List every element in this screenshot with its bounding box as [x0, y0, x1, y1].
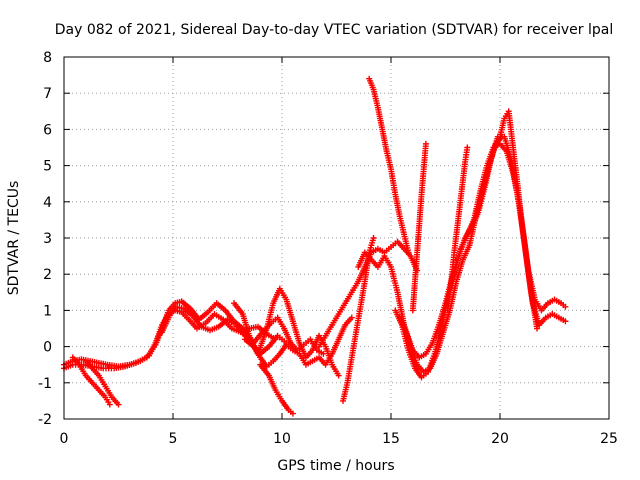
y-tick-label: 2	[43, 267, 52, 283]
y-tick-label: -1	[38, 376, 52, 392]
series-arc-16	[69, 354, 113, 408]
x-tick-label: 25	[600, 431, 618, 447]
series-arc-17	[82, 358, 122, 408]
x-tick-label: 5	[169, 431, 178, 447]
x-tick-label: 10	[273, 431, 291, 447]
y-tick-label: 4	[43, 195, 52, 211]
y-tick-label: 6	[43, 122, 52, 138]
y-tick-label: -2	[38, 412, 52, 428]
y-tick-label: 5	[43, 159, 52, 175]
series-arc-3	[159, 303, 327, 357]
x-tick-labels: 0 5 10 15 20 25	[60, 431, 618, 447]
data-point	[348, 314, 355, 321]
x-axis-label: GPS time / hours	[277, 458, 394, 474]
data-point	[405, 249, 412, 256]
x-tick-label: 15	[382, 431, 400, 447]
y-tick-label: 7	[43, 86, 52, 102]
data-point	[562, 303, 569, 310]
series-arc-14	[444, 144, 471, 314]
y-axis-label: SDTVAR / TECUs	[6, 181, 22, 296]
y-tick-labels: -2 -1 0 1 2 3 4 5 6 7 8	[38, 50, 52, 428]
axis-ticks	[63, 56, 610, 420]
x-tick-label: 20	[491, 431, 509, 447]
y-tick-label: 0	[43, 340, 52, 356]
chart-title: Day 082 of 2021, Sidereal Day-to-day VTE…	[55, 22, 613, 38]
data-point	[464, 144, 471, 151]
data-point	[562, 318, 569, 325]
series-arc-15	[497, 108, 569, 314]
data-point	[370, 235, 377, 241]
data-point	[289, 410, 296, 417]
series-arc-10	[366, 75, 412, 256]
series-arc-13	[409, 140, 429, 314]
data-point	[422, 140, 429, 147]
data-points	[61, 75, 569, 417]
data-point	[115, 401, 122, 408]
x-tick-label: 0	[60, 431, 69, 447]
y-tick-label: 3	[43, 231, 52, 247]
data-point	[534, 325, 541, 332]
series-arc-5	[241, 314, 355, 370]
data-point	[106, 401, 113, 408]
data-point	[335, 372, 342, 379]
y-tick-label: 1	[43, 303, 52, 319]
series-arc-6	[257, 361, 296, 417]
y-tick-label: 8	[43, 50, 52, 66]
